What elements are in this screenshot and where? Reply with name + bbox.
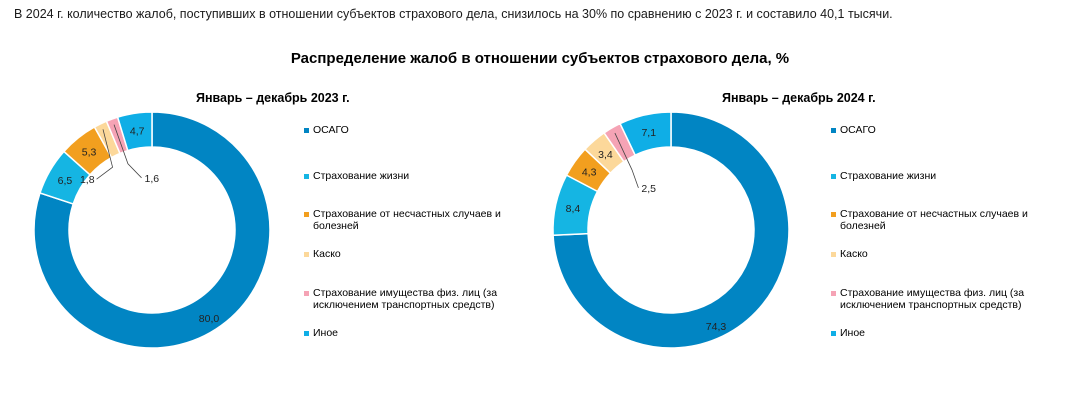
legend-marker-icon	[304, 128, 309, 133]
legend-item: Иное	[831, 327, 1031, 339]
slice-value-label: 74,3	[706, 321, 727, 333]
legend-item: ОСАГО	[304, 124, 504, 136]
legend-marker-icon	[304, 331, 309, 336]
slice-value-label: 2,5	[641, 183, 656, 195]
donut-chart-2024: 74,3 8,4 4,33,4 2,5 7,1	[552, 111, 790, 349]
legend-marker-icon	[831, 174, 836, 179]
slice-value-label: 8,4	[566, 203, 581, 215]
legend-marker-icon	[831, 128, 836, 133]
legend-item: Иное	[304, 327, 504, 339]
slice-value-label: 6,5	[58, 175, 73, 187]
legend-marker-icon	[831, 291, 836, 296]
legend-label: Страхование жизни	[313, 170, 410, 182]
legend-marker-icon	[304, 252, 309, 257]
legend-label: Иное	[313, 327, 339, 339]
legend-label: Каско	[313, 248, 341, 260]
legend-label: ОСАГО	[840, 124, 876, 136]
legend-item: Страхование от несчастных случаев и боле…	[304, 208, 504, 232]
legend-marker-icon	[831, 212, 836, 217]
chart-2023-subtitle: Январь – декабрь 2023 г.	[196, 91, 350, 105]
leader-line	[614, 132, 639, 189]
slice-value-label: 5,3	[82, 147, 97, 159]
legend-item: Страхование от несчастных случаев и боле…	[831, 208, 1031, 232]
legend-label: Каско	[840, 248, 868, 260]
legend-label: Страхование имущества физ. лиц (за исклю…	[313, 287, 498, 311]
legend-item: Страхование жизни	[304, 170, 504, 182]
chart-2024-subtitle: Январь – декабрь 2024 г.	[722, 91, 876, 105]
legend-item: Каско	[304, 248, 504, 260]
slice-value-label: 1,8	[80, 174, 95, 186]
legend-label: Страхование от несчастных случаев и боле…	[840, 208, 1028, 232]
legend-label: Страхование от несчастных случаев и боле…	[313, 208, 501, 232]
legend-label: ОСАГО	[313, 124, 349, 136]
donut-slice-1	[33, 111, 271, 349]
legend-marker-icon	[304, 291, 309, 296]
legend-marker-icon	[304, 174, 309, 179]
legend-item: Страхование имущества физ. лиц (за исклю…	[304, 287, 504, 311]
leader-line	[113, 124, 142, 179]
legend-item: Каско	[831, 248, 1031, 260]
legend-item: Страхование имущества физ. лиц (за исклю…	[831, 287, 1031, 311]
legend-label: Страхование жизни	[840, 170, 937, 182]
legend-marker-icon	[831, 252, 836, 257]
donut-slice-6	[116, 111, 153, 152]
slice-value-label: 1,6	[145, 173, 160, 185]
legend-label: Иное	[840, 327, 866, 339]
legend-marker-icon	[304, 212, 309, 217]
slice-value-label: 7,1	[641, 127, 656, 139]
slice-value-label: 3,4	[598, 149, 613, 161]
legend-marker-icon	[831, 331, 836, 336]
donut-slice-6	[619, 111, 672, 157]
legend-item: ОСАГО	[831, 124, 1031, 136]
legend-label: Страхование имущества физ. лиц (за исклю…	[840, 287, 1025, 311]
donut-chart-2023: 80,0 6,5 5,3 1,8 1,6 4,7	[33, 111, 271, 349]
slice-value-label: 4,7	[130, 126, 145, 138]
chart-title: Распределение жалоб в отношении субъекто…	[290, 50, 790, 67]
slice-value-label: 4,3	[582, 167, 597, 179]
leader-line	[96, 129, 114, 180]
slice-value-label: 80,0	[199, 313, 220, 325]
legend-item: Страхование жизни	[831, 170, 1031, 182]
donut-slice-1	[552, 111, 790, 349]
intro-text: В 2024 г. количество жалоб, поступивших …	[14, 7, 893, 21]
